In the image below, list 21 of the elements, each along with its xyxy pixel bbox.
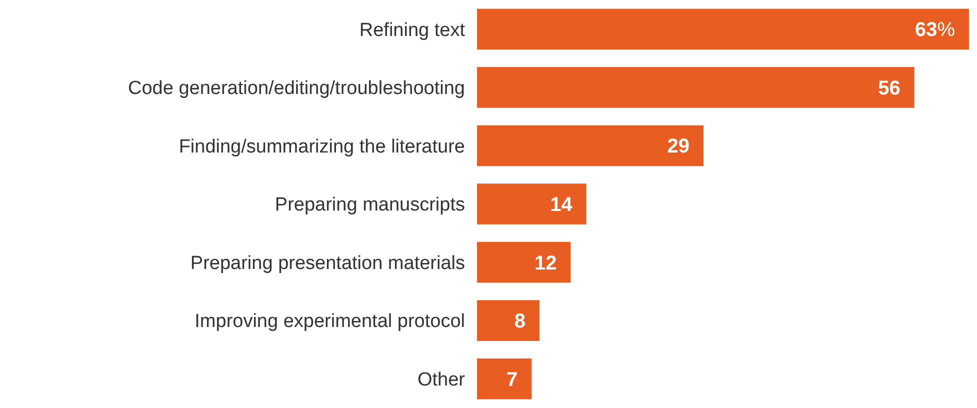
y-tick-label: Finding/summarizing the literature	[178, 136, 465, 158]
data-label: 56	[878, 77, 900, 100]
y-tick-label: Improving experimental protocol	[194, 311, 465, 332]
bar	[477, 8, 969, 50]
data-label: 14	[550, 194, 574, 216]
bar	[477, 242, 571, 283]
data-label: 29	[667, 136, 690, 158]
bar	[477, 358, 532, 400]
data-label: 63%	[914, 19, 956, 42]
y-tick-label: Preparing manuscripts	[274, 194, 465, 216]
y-tick-label: Code generation/editing/troubleshooting	[128, 78, 465, 100]
data-label: 12	[534, 252, 557, 274]
bar	[477, 125, 704, 166]
bar	[477, 300, 540, 341]
y-tick-label: Preparing presentation materials	[190, 252, 465, 274]
y-tick-label: Other	[417, 370, 466, 391]
y-tick-label: Refining text	[359, 20, 466, 41]
bar	[477, 67, 914, 108]
data-label: 7	[506, 368, 518, 391]
data-label: 8	[514, 310, 526, 333]
bar	[477, 184, 586, 224]
